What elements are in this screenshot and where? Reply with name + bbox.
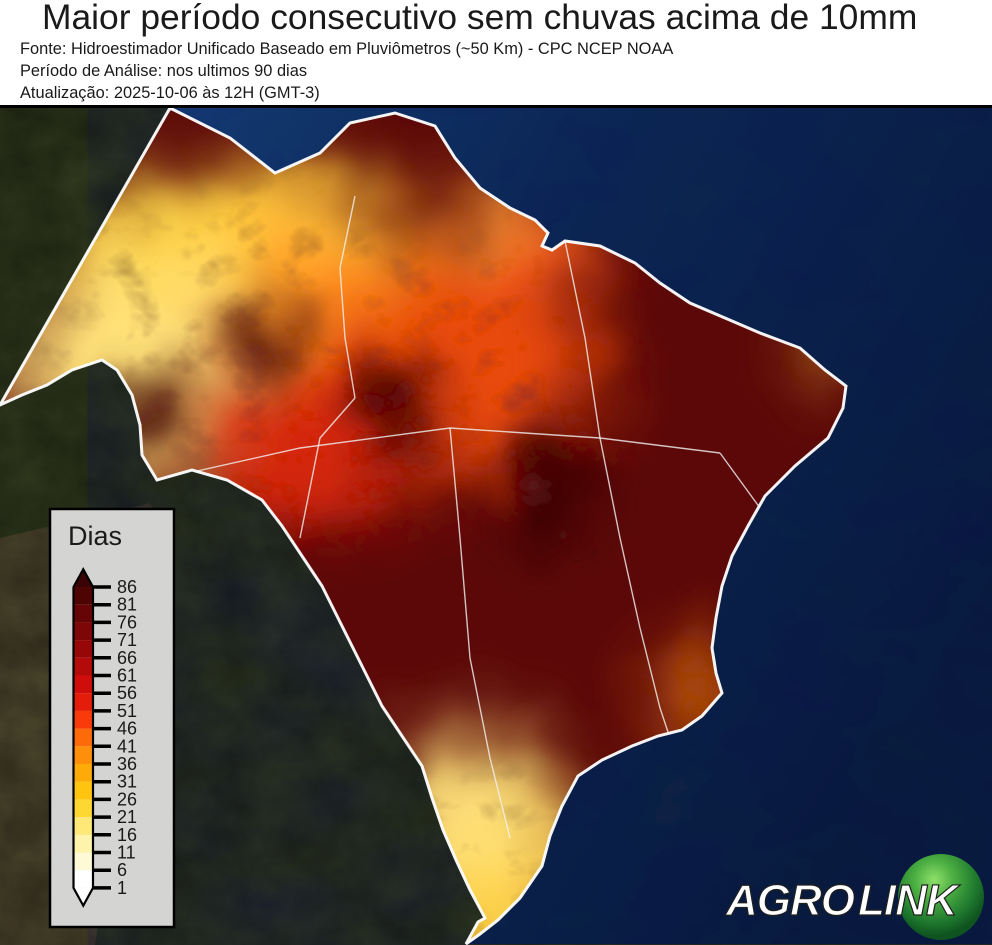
svg-text:LINK: LINK: [858, 876, 961, 925]
svg-text:Dias: Dias: [68, 521, 122, 551]
svg-text:AGRO: AGRO: [725, 876, 855, 925]
svg-text:1: 1: [117, 878, 127, 898]
